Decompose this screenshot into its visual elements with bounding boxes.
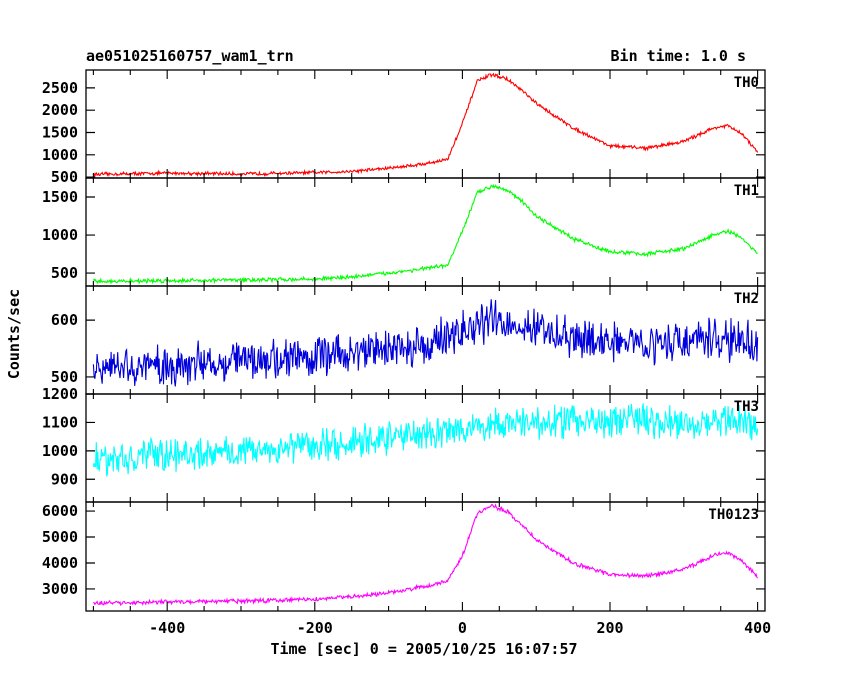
panel-label-th3: TH3 xyxy=(734,399,759,415)
panel-frame xyxy=(85,177,766,287)
x-tick-label: 200 xyxy=(596,619,623,637)
panel-label-th2: TH2 xyxy=(734,291,759,307)
x-tick-label: -400 xyxy=(149,619,185,637)
y-tick-label: 500 xyxy=(51,264,78,282)
panel-label-th0123: TH0123 xyxy=(708,507,759,523)
y-tick-label: 4000 xyxy=(42,554,78,572)
y-tick-label: 1200 xyxy=(42,385,78,403)
y-tick-label: 1500 xyxy=(42,188,78,206)
panel-label-th1: TH1 xyxy=(734,183,759,199)
y-tick-label: 1000 xyxy=(42,226,78,244)
panel-label-th0: TH0 xyxy=(734,75,759,91)
y-tick-label: 1100 xyxy=(42,413,78,431)
y-tick-label: 1500 xyxy=(42,123,78,141)
bin-time-label: Bin time: 1.0 s xyxy=(611,47,746,65)
y-tick-label: 900 xyxy=(51,470,78,488)
series-line-th0 xyxy=(92,72,759,178)
panel-frame xyxy=(85,501,766,612)
y-tick-label: 3000 xyxy=(42,580,78,598)
y-tick-label: 5000 xyxy=(42,528,78,546)
series-line-th0123 xyxy=(93,503,758,607)
y-tick-label: 2500 xyxy=(42,79,78,97)
y-axis-label: Counts/sec xyxy=(5,289,23,379)
x-tick-label: 0 xyxy=(458,619,467,637)
y-tick-label: 500 xyxy=(51,368,78,386)
x-axis-label: Time [sec] 0 = 2005/10/25 16:07:57 xyxy=(270,640,577,658)
y-tick-label: 500 xyxy=(51,168,78,186)
x-tick-label: 400 xyxy=(744,619,771,637)
chart-title: ae051025160757_wam1_trn xyxy=(86,47,294,65)
y-tick-label: 6000 xyxy=(42,502,78,520)
panel-frame xyxy=(85,69,766,179)
y-tick-label: 1000 xyxy=(42,442,78,460)
series-line-th1 xyxy=(92,183,758,285)
y-tick-label: 600 xyxy=(51,311,78,329)
series-line-th3 xyxy=(92,403,759,477)
panel-frame xyxy=(85,393,766,503)
series-line-th2 xyxy=(92,299,759,387)
y-tick-label: 1000 xyxy=(42,146,78,164)
y-tick-label: 2000 xyxy=(42,101,78,119)
x-tick-label: -200 xyxy=(297,619,333,637)
